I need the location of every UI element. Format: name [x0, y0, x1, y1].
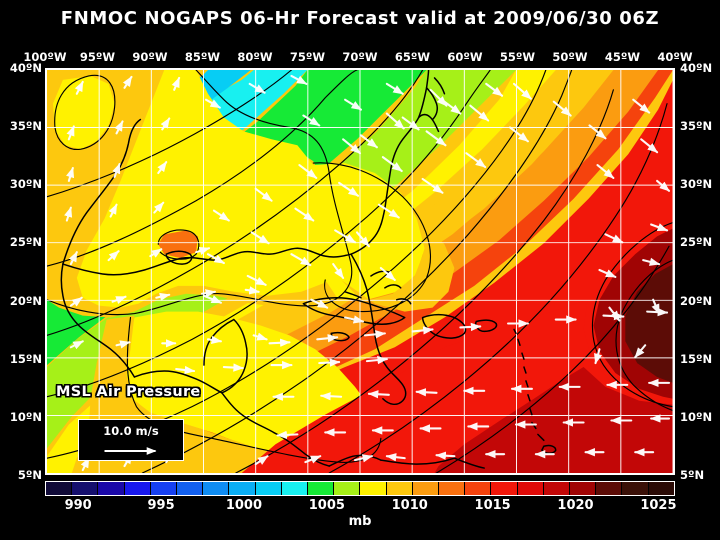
lat-tick-left-5N: 5ºN — [17, 468, 42, 482]
colorbar-swatch — [334, 482, 361, 495]
lon-tick-55W: 55ºW — [499, 50, 536, 64]
colorbar-swatch — [255, 482, 282, 495]
lat-tick-left-10N: 10ºN — [9, 409, 42, 424]
colorbar-swatch — [570, 482, 597, 495]
lat-tick-left-30N: 30ºN — [9, 177, 42, 192]
colorbar-swatch — [622, 482, 649, 495]
wind-scale-label: 10.0 m/s — [103, 424, 159, 438]
lat-tick-left-40N: 40ºN — [9, 61, 42, 75]
lon-tick-70W: 70ºW — [342, 50, 378, 64]
lon-tick-85W: 85ºW — [184, 50, 221, 64]
lon-tick-100W: 100ºW — [23, 50, 67, 64]
colorbar-tick-1005: 1005 — [308, 498, 345, 513]
colorbar-tick-1000: 1000 — [225, 498, 263, 513]
colorbar-swatch — [439, 482, 466, 495]
colorbar-tick-995: 995 — [147, 498, 175, 513]
lat-tick-right-5N: 5ºN — [680, 468, 705, 482]
lon-tick-60W: 60ºW — [447, 50, 483, 64]
colorbar[interactable] — [45, 481, 675, 496]
lat-tick-right-30N: 30ºN — [680, 177, 713, 192]
colorbar-swatch — [124, 482, 151, 495]
lon-tick-80W: 80ºW — [237, 50, 273, 64]
colorbar-tick-990: 990 — [64, 498, 92, 513]
colorbar-swatch — [177, 482, 204, 495]
lon-tick-90W: 90ºW — [132, 50, 168, 64]
colorbar-swatch — [360, 482, 387, 495]
lon-tick-45W: 45ºW — [604, 50, 641, 64]
lon-tick-50W: 50ºW — [552, 50, 588, 64]
lat-tick-left-25N: 25ºN — [9, 235, 42, 250]
colorbar-swatch — [465, 482, 492, 495]
colorbar-tick-1020: 1020 — [557, 498, 594, 513]
lat-tick-right-20N: 20ºN — [680, 293, 713, 308]
lat-tick-right-15N: 15ºN — [680, 351, 713, 366]
colorbar-unit-label: mb — [348, 514, 372, 529]
colorbar-swatch — [98, 482, 125, 495]
colorbar-tick-1010: 1010 — [391, 498, 428, 513]
colorbar-swatch — [203, 482, 230, 495]
colorbar-tick-labels: 990 995 1000 1005 1010 1015 1020 1025 — [0, 498, 720, 514]
colorbar-swatch — [308, 482, 335, 495]
lat-tick-right-40N: 40ºN — [680, 61, 713, 75]
colorbar-swatch — [412, 482, 440, 495]
colorbar-swatch — [648, 482, 674, 495]
colorbar-swatch — [229, 482, 256, 495]
colorbar-swatch — [491, 482, 518, 495]
lon-tick-65W: 65ºW — [394, 50, 431, 64]
lon-tick-95W: 95ºW — [79, 50, 116, 64]
map-plot-area[interactable] — [45, 68, 675, 475]
colorbar-swatch — [281, 482, 309, 495]
lat-tick-right-25N: 25ºN — [680, 235, 713, 250]
colorbar-tick-1025: 1025 — [640, 498, 677, 513]
lat-tick-right-35N: 35ºN — [680, 119, 713, 134]
colorbar-swatch — [72, 482, 99, 495]
colorbar-swatch — [517, 482, 544, 495]
wind-scale-legend: 10.0 m/s — [78, 419, 184, 461]
colorbar-swatch — [46, 482, 73, 495]
lat-tick-left-20N: 20ºN — [9, 293, 42, 308]
lon-tick-40W: 40ºW — [657, 50, 693, 64]
pressure-field-canvas — [47, 70, 673, 473]
colorbar-swatch — [386, 482, 413, 495]
field-label: MSL Air Pressure — [56, 384, 201, 400]
lat-tick-left-15N: 15ºN — [9, 351, 42, 366]
wind-scale-arrow-icon — [104, 447, 157, 455]
colorbar-swatch — [543, 482, 571, 495]
colorbar-swatch — [150, 482, 178, 495]
colorbar-swatch — [596, 482, 623, 495]
lat-tick-right-10N: 10ºN — [680, 409, 713, 424]
lon-tick-75W: 75ºW — [289, 50, 326, 64]
lat-tick-left-35N: 35ºN — [9, 119, 42, 134]
colorbar-tick-1015: 1015 — [474, 498, 511, 513]
page-title: FNMOC NOGAPS 06-Hr Forecast valid at 200… — [60, 8, 660, 29]
